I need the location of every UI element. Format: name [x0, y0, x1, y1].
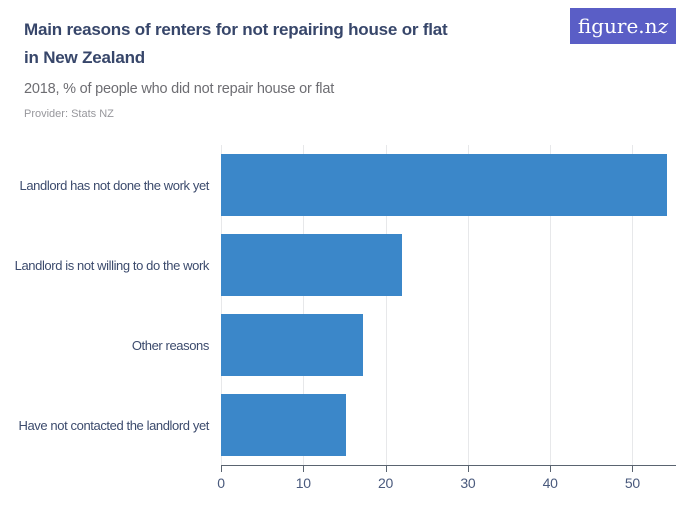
category-label: Landlord is not willing to do the work — [14, 257, 210, 273]
tick-mark-x-40 — [550, 465, 552, 472]
tick-label-x-0: 0 — [217, 475, 225, 491]
gridline-x-0 — [221, 145, 222, 465]
bar-2 — [221, 234, 402, 296]
gridline-x-30 — [467, 145, 469, 465]
title-line-1: Main reasons of renters for not repairin… — [24, 20, 448, 39]
bar-3 — [221, 314, 363, 376]
figure-nz-logo[interactable]: figure.n z — [570, 8, 676, 44]
bar-row — [221, 225, 676, 305]
page-title: Main reasons of renters for not repairin… — [24, 16, 524, 72]
title-line-2: in New Zealand — [24, 48, 145, 67]
gridline-x-50 — [632, 145, 634, 465]
logo-text: figure.n — [577, 14, 658, 38]
tick-label-x-40: 40 — [542, 475, 558, 491]
tick-label-x-30: 30 — [460, 475, 476, 491]
tick-mark-x-20 — [385, 465, 387, 472]
bar-chart: Landlord has not done the work yet Landlo… — [0, 145, 700, 491]
category-labels: Landlord has not done the work yet Landlo… — [0, 145, 210, 465]
tick-label-x-50: 50 — [624, 475, 640, 491]
tick-label-x-20: 20 — [378, 475, 394, 491]
logo-text-z: z — [657, 14, 669, 38]
tick-mark-x-0 — [221, 465, 222, 472]
tick-mark-x-50 — [632, 465, 634, 472]
tick-mark-x-10 — [303, 465, 305, 472]
gridline-x-40 — [550, 145, 552, 465]
tick-label-x-10: 10 — [295, 475, 311, 491]
gridline-x-10 — [303, 145, 305, 465]
plot-area: 0 10 20 30 40 50 — [217, 145, 676, 491]
provider-label: Provider: Stats NZ — [24, 108, 114, 120]
bar-row — [221, 385, 676, 465]
gridline-x-20 — [385, 145, 387, 465]
tick-mark-x-30 — [467, 465, 469, 472]
bar-4 — [221, 394, 347, 456]
category-label: Landlord has not done the work yet — [19, 177, 210, 193]
chart-subtitle: 2018, % of people who did not repair hou… — [24, 81, 335, 97]
bar-row — [221, 305, 676, 385]
category-label: Other reasons — [131, 337, 210, 353]
bar-1 — [221, 154, 667, 216]
category-label: Have not contacted the landlord yet — [18, 417, 209, 433]
bar-row — [221, 145, 676, 225]
